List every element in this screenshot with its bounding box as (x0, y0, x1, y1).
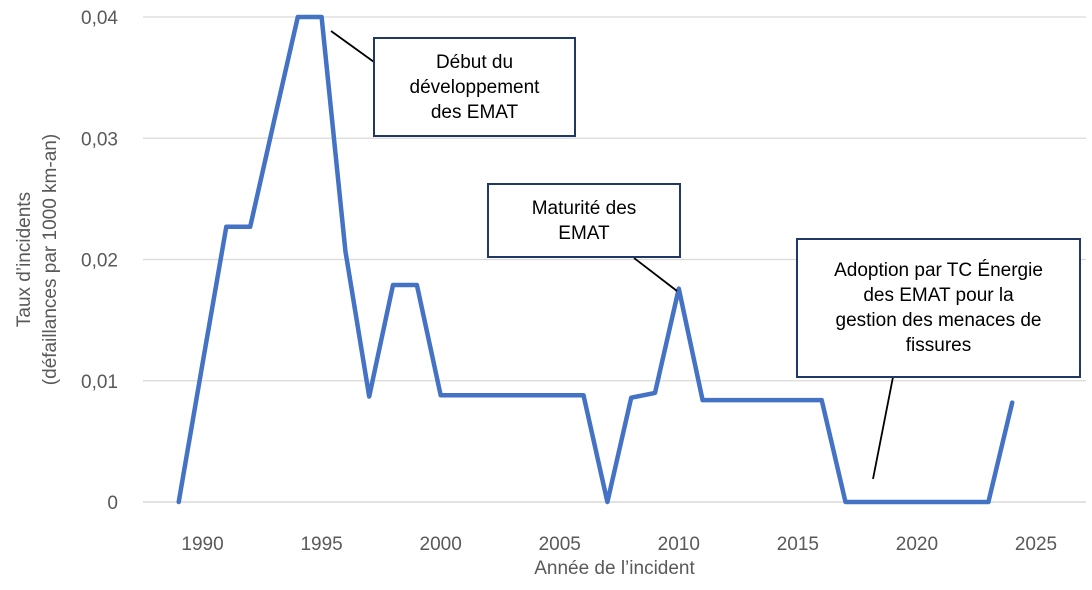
y-axis-title: Taux d’incidents (défaillances par 1000 … (10, 17, 65, 502)
x-tick-label: 1990 (181, 534, 223, 555)
leader-line-adoption (872, 376, 894, 480)
x-tick-label: 1995 (300, 534, 342, 555)
x-tick-label: 2010 (658, 534, 700, 555)
y-tick-label: 0 (107, 493, 118, 514)
leader-line-maturite (633, 257, 678, 292)
leader-line-debut (330, 30, 375, 63)
y-axis-title-line2: (défaillances par 1000 km-an) (39, 133, 61, 386)
annotation-maturite-emat: Maturité des EMAT (487, 183, 681, 258)
series-line-taux-incidents (176, 14, 1015, 505)
y-tick-label: 0,01 (81, 372, 118, 393)
annotation-debut-developpement-emat: Début du développement des EMAT (373, 37, 576, 137)
y-tick-label: 0,03 (81, 129, 118, 150)
x-tick-label: 2005 (539, 534, 581, 555)
y-tick-label: 0,04 (81, 8, 118, 29)
x-tick-label: 2020 (896, 534, 938, 555)
y-axis-title-line1: Taux d’incidents (13, 191, 35, 328)
x-axis-title: Année de l’incident (534, 558, 695, 579)
x-tick-label: 2025 (1015, 534, 1057, 555)
y-tick-label: 0,02 (81, 251, 118, 272)
x-tick-label: 2000 (420, 534, 462, 555)
annotation-adoption-tc-energie: Adoption par TC Énergie des EMAT pour la… (796, 238, 1081, 378)
x-tick-label: 2015 (777, 534, 819, 555)
